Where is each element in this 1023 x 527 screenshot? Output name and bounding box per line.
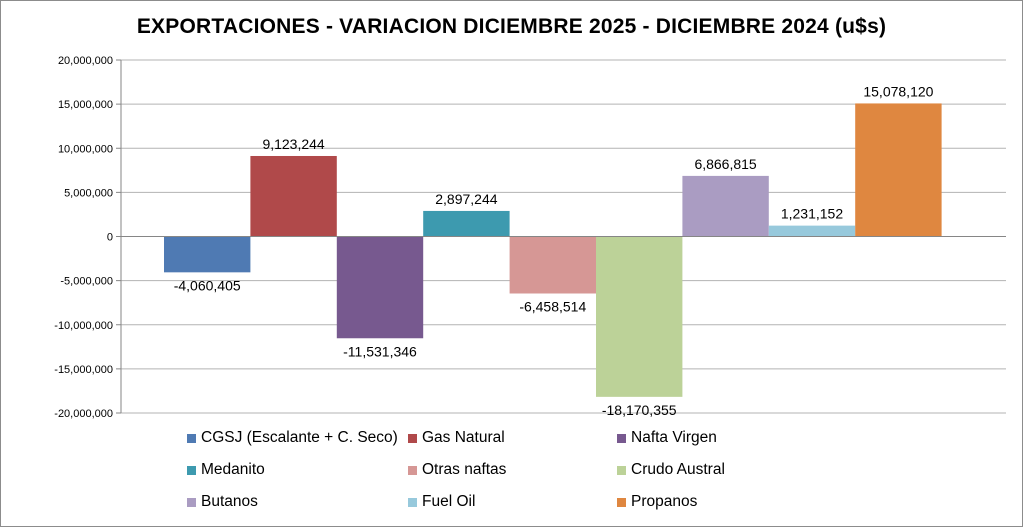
legend-item: Propanos	[617, 493, 697, 511]
data-label: 1,231,152	[781, 206, 843, 222]
legend-label: Otras naftas	[422, 461, 507, 478]
y-tick-label: -15,000,000	[54, 364, 113, 376]
legend-item: Butanos	[187, 493, 258, 511]
y-tick-label: -10,000,000	[54, 320, 113, 332]
bar	[164, 236, 251, 273]
y-tick-label: 0	[107, 232, 113, 244]
legend-item: Crudo Austral	[617, 461, 725, 479]
bar	[423, 210, 510, 237]
legend-swatch	[187, 497, 196, 507]
data-label: -11,531,346	[343, 343, 417, 359]
bar	[250, 155, 337, 237]
legend-swatch	[617, 433, 626, 443]
data-label: 15,078,120	[863, 83, 933, 99]
legend-item: Medanito	[187, 461, 265, 479]
y-tick-label: 10,000,000	[58, 143, 113, 155]
data-label: -18,170,355	[602, 402, 677, 418]
legend-swatch	[408, 497, 417, 507]
legend-label: Medanito	[201, 461, 265, 478]
legend-label: CGSJ (Escalante + C. Seco)	[201, 429, 398, 446]
legend-swatch	[408, 433, 417, 443]
y-tick-label: 15,000,000	[58, 99, 113, 111]
legend-swatch	[617, 465, 626, 475]
bar	[596, 236, 683, 397]
y-tick-label: 5,000,000	[64, 187, 113, 199]
legend-item: Gas Natural	[408, 429, 505, 447]
y-tick-label: 20,000,000	[58, 55, 113, 67]
legend-label: Nafta Virgen	[631, 429, 717, 446]
y-tick-label: -5,000,000	[60, 276, 113, 288]
bar	[855, 103, 942, 237]
bar	[682, 175, 769, 237]
legend-item: Nafta Virgen	[617, 429, 717, 447]
legend-swatch	[187, 433, 196, 443]
legend-label: Butanos	[201, 493, 258, 510]
data-label: -4,060,405	[174, 277, 241, 293]
legend-swatch	[187, 465, 196, 475]
legend-item: CGSJ (Escalante + C. Seco)	[187, 429, 398, 447]
bar	[768, 225, 856, 237]
legend-label: Gas Natural	[422, 429, 505, 446]
legend-label: Fuel Oil	[422, 493, 476, 510]
legend-label: Propanos	[631, 493, 698, 510]
bar	[509, 236, 596, 294]
legend-swatch	[408, 465, 417, 475]
y-tick-label: -20,000,000	[54, 408, 113, 420]
data-label: 2,897,244	[435, 191, 497, 207]
data-label: -6,458,514	[519, 298, 586, 314]
bar	[336, 236, 424, 339]
data-label: 9,123,244	[262, 136, 324, 152]
legend-item: Otras naftas	[408, 461, 506, 479]
data-label: 6,866,815	[694, 156, 756, 172]
legend-label: Crudo Austral	[631, 461, 725, 478]
legend-swatch	[617, 497, 626, 507]
legend-item: Fuel Oil	[408, 493, 475, 511]
chart-title: EXPORTACIONES - VARIACION DICIEMBRE 2025…	[136, 15, 887, 38]
